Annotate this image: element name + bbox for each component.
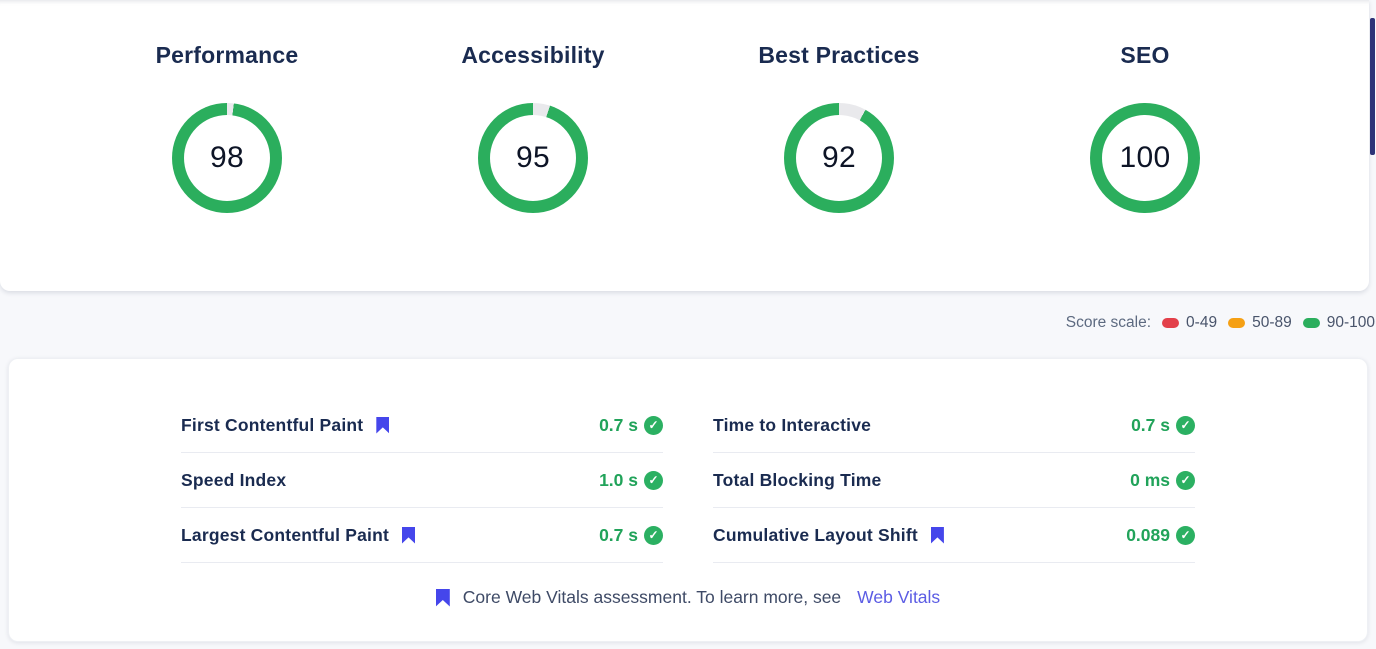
score-scale-legend: Score scale: 0-49 50-89 90-100: [1066, 314, 1375, 332]
gauge-performance-title: Performance: [155, 42, 299, 68]
core-web-vital-bookmark-icon: [435, 588, 450, 607]
metric-value: 0.7 s: [1131, 414, 1170, 435]
metric-name-group: Largest Contentful Paint: [181, 525, 415, 546]
metric-value: 0.089: [1126, 524, 1170, 545]
core-web-vital-bookmark-icon: [402, 526, 415, 544]
legend-range-average: 50-89: [1228, 314, 1292, 332]
pass-check-icon: ✓: [644, 525, 663, 545]
pass-check-icon: ✓: [644, 470, 663, 490]
metric-row-first-contentful-paint: First Contentful Paint 0.7 s ✓: [181, 398, 663, 453]
metric-label: Speed Index: [181, 469, 287, 490]
metric-label: Time to Interactive: [713, 414, 872, 435]
gauge-performance-ring: 98: [172, 103, 282, 213]
gauge-seo-score: 100: [1102, 115, 1188, 201]
gauge-seo[interactable]: SEO 100: [992, 42, 1298, 213]
metric-value: 0.7 s: [599, 414, 638, 435]
scores-card: Performance 98 Accessibility 95 Best Pra…: [0, 0, 1369, 291]
gauge-accessibility-score: 95: [490, 115, 576, 201]
metric-name-group: Cumulative Layout Shift: [713, 525, 944, 546]
web-vitals-link[interactable]: Web Vitals: [857, 587, 941, 607]
metric-label: Largest Contentful Paint: [181, 524, 389, 545]
metric-value-group: 0.7 s ✓: [599, 525, 663, 546]
gauge-accessibility-ring: 95: [478, 103, 588, 213]
metrics-left-column: First Contentful Paint 0.7 s ✓ Speed Ind…: [181, 398, 663, 563]
gauge-seo-ring: 100: [1090, 103, 1200, 213]
gauge-accessibility-title: Accessibility: [461, 42, 605, 68]
metric-row-cumulative-layout-shift: Cumulative Layout Shift 0.089 ✓: [713, 508, 1195, 563]
score-gauges-row: Performance 98 Accessibility 95 Best Pra…: [0, 0, 1369, 213]
red-range-pill-icon: [1162, 318, 1180, 328]
metric-value: 0 ms: [1130, 469, 1170, 490]
metrics-table: First Contentful Paint 0.7 s ✓ Speed Ind…: [9, 359, 1367, 563]
core-web-vitals-assessment: Core Web Vitals assessment. To learn mor…: [9, 587, 1367, 608]
legend-range-pass: 90-100: [1302, 314, 1375, 332]
pass-check-icon: ✓: [644, 415, 663, 435]
core-web-vital-bookmark-icon: [376, 416, 390, 434]
metric-label: First Contentful Paint: [181, 414, 364, 435]
pass-check-icon: ✓: [1176, 525, 1195, 545]
metric-row-speed-index: Speed Index 1.0 s ✓: [181, 453, 663, 508]
metric-value: 0.7 s: [599, 524, 638, 545]
gauge-best-practices-score: 92: [796, 115, 882, 201]
metric-label: Total Blocking Time: [713, 469, 882, 490]
metric-row-time-to-interactive: Time to Interactive 0.7 s ✓: [713, 398, 1195, 453]
metrics-right-column: Time to Interactive 0.7 s ✓ Total Blocki…: [713, 398, 1195, 563]
metric-value-group: 0.7 s ✓: [1131, 415, 1195, 436]
core-web-vitals-text: Core Web Vitals assessment. To learn mor…: [462, 587, 842, 607]
vertical-scrollbar-thumb[interactable]: [1370, 18, 1375, 155]
metric-name-group: Total Blocking Time: [713, 470, 881, 491]
gauge-accessibility[interactable]: Accessibility 95: [380, 42, 686, 213]
legend-range-fail: 0-49: [1162, 314, 1217, 332]
metric-name-group: First Contentful Paint: [181, 414, 390, 436]
orange-range-pill-icon: [1228, 318, 1246, 328]
metric-label: Cumulative Layout Shift: [713, 524, 918, 545]
metric-value: 1.0 s: [599, 469, 638, 490]
score-scale-label: Score scale:: [1065, 314, 1152, 331]
gauge-performance-score: 98: [184, 115, 270, 201]
metric-value-group: 0 ms ✓: [1130, 470, 1195, 491]
metric-value-group: 0.089 ✓: [1126, 525, 1195, 546]
metric-value-group: 1.0 s ✓: [599, 470, 663, 491]
gauge-best-practices-title: Best Practices: [758, 42, 920, 68]
metric-value-group: 0.7 s ✓: [599, 415, 663, 436]
gauge-performance[interactable]: Performance 98: [74, 42, 380, 213]
metric-row-total-blocking-time: Total Blocking Time 0 ms ✓: [713, 453, 1195, 508]
metric-name-group: Speed Index: [181, 470, 286, 491]
green-range-pill-icon: [1302, 318, 1320, 328]
gauge-best-practices[interactable]: Best Practices 92: [686, 42, 992, 213]
gauge-best-practices-ring: 92: [784, 103, 894, 213]
legend-range-fail-label: 0-49: [1186, 314, 1218, 331]
legend-range-pass-label: 90-100: [1326, 314, 1375, 331]
pass-check-icon: ✓: [1176, 470, 1195, 490]
core-web-vital-bookmark-icon: [930, 526, 944, 544]
legend-range-average-label: 50-89: [1252, 314, 1292, 331]
metric-row-largest-contentful-paint: Largest Contentful Paint 0.7 s ✓: [181, 508, 663, 563]
gauge-seo-title: SEO: [1120, 42, 1170, 68]
metrics-card: First Contentful Paint 0.7 s ✓ Speed Ind…: [8, 358, 1368, 642]
pass-check-icon: ✓: [1176, 415, 1195, 435]
metric-name-group: Time to Interactive: [713, 415, 871, 436]
